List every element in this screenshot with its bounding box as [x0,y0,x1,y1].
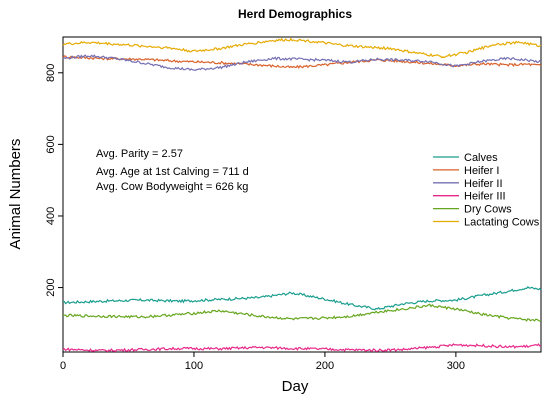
y-axis-title: Animal Numbers [7,139,24,250]
legend-label: Lactating Cows [464,217,540,229]
series-line-lactating-cows [62,37,542,59]
chart-title: Herd Demographics [238,7,352,21]
annotation-calving-age: Avg. Age at 1st Calving = 711 d [96,166,249,178]
x-tick-label: 300 [447,360,465,372]
y-tick-label: 800 [45,64,57,82]
annotation-parity: Avg. Parity = 2.57 [96,148,183,160]
series-layer [62,37,542,353]
legend-label: Calves [464,152,498,164]
series-line-dry-cows [62,303,542,322]
series-line-heifer-iii [62,343,542,353]
y-tick-label: 400 [45,207,57,225]
legend-label: Heifer II [464,178,503,190]
legend-label: Heifer III [464,191,506,203]
legend-label: Dry Cows [464,204,512,216]
legend-label: Heifer I [464,165,499,177]
plot-frame [62,36,542,353]
y-tick-label: 600 [45,135,57,153]
annotations: Avg. Parity = 2.57 Avg. Age at 1st Calvi… [96,148,249,193]
annotation-bodyweight: Avg. Cow Bodyweight = 626 kg [96,181,248,193]
x-tick-label: 0 [60,360,66,372]
x-tick-label: 100 [185,360,203,372]
series-line-heifer-ii [62,54,542,72]
y-axis: 200 400 600 800 [45,64,63,297]
x-axis: 0 100 200 300 [60,352,465,372]
x-tick-label: 200 [316,360,334,372]
series-line-calves [62,286,542,311]
x-axis-title: Day [282,378,309,395]
y-tick-label: 200 [45,278,57,296]
